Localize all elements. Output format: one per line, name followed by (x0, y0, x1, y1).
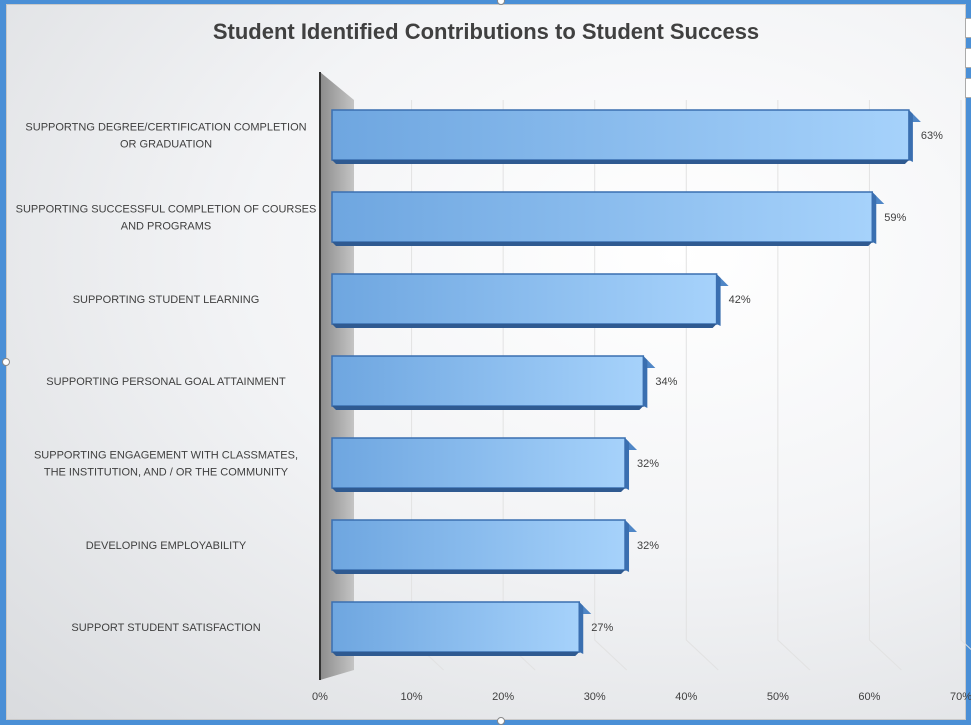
gridline (960, 100, 971, 651)
chart-styles-button[interactable] (965, 48, 971, 68)
bar-front-face (331, 437, 626, 489)
x-tick-label: 40% (675, 691, 697, 703)
chart-title: Student Identified Contributions to Stud… (212, 19, 760, 44)
bar[interactable] (331, 519, 638, 574)
bar-bottom-face (332, 160, 909, 164)
resize-handle-left[interactable] (2, 358, 10, 366)
data-label: 32% (637, 540, 659, 552)
x-tick-label: 50% (767, 691, 789, 703)
bar-end-face (579, 602, 584, 654)
bar[interactable] (331, 601, 592, 656)
bar[interactable] (331, 437, 638, 492)
bar-end-face (625, 520, 630, 572)
data-label: 59% (884, 212, 906, 224)
bar-front-face (331, 519, 626, 571)
category-label: SUPPORTING PERSONAL GOAL ATTAINMENT (46, 376, 286, 388)
x-tick-label: 70% (950, 691, 971, 703)
x-tick-label: 60% (858, 691, 880, 703)
category-label: SUPPORTNG DEGREE/CERTIFICATION COMPLETIO… (25, 122, 306, 134)
x-tick-label: 10% (401, 691, 423, 703)
bar[interactable] (331, 355, 656, 410)
category-label: SUPPORT STUDENT SATISFACTION (71, 622, 260, 634)
bar-front-face (331, 109, 910, 161)
x-tick-label: 30% (584, 691, 606, 703)
data-label: 34% (655, 376, 677, 388)
bar-front-face (331, 273, 718, 325)
bar-front-face (331, 191, 874, 243)
gridline (777, 100, 811, 671)
category-label: AND PROGRAMS (121, 221, 211, 233)
bar-bottom-face (332, 406, 644, 410)
category-label: OR GRADUATION (120, 139, 212, 151)
category-label: THE INSTITUTION, AND / OR THE COMMUNITY (44, 467, 289, 479)
category-label: SUPPORTING STUDENT LEARNING (73, 294, 260, 306)
bar-bottom-face (332, 324, 717, 328)
bar-end-face (872, 192, 877, 244)
data-label: 32% (637, 458, 659, 470)
category-label: DEVELOPING EMPLOYABILITY (86, 540, 247, 552)
x-tick-label: 0% (312, 691, 328, 703)
gridline (868, 100, 902, 671)
data-label: 63% (921, 130, 943, 142)
bar-bottom-face (332, 652, 580, 656)
bar-front-face (331, 355, 645, 407)
bar-end-face (908, 110, 913, 162)
x-tick-label: 20% (492, 691, 514, 703)
bar-end-face (716, 274, 721, 326)
bar[interactable] (331, 273, 729, 328)
category-label: SUPPORTING SUCCESSFUL COMPLETION OF COUR… (16, 204, 317, 216)
bar-bottom-face (332, 488, 626, 492)
bar-end-face (643, 356, 648, 408)
resize-handle-top[interactable] (497, 0, 505, 5)
chart-elements-button[interactable] (965, 18, 971, 38)
bar-end-face (625, 438, 630, 490)
data-label: 27% (591, 622, 613, 634)
bar-front-face (331, 601, 580, 653)
chart-filters-button[interactable] (965, 78, 971, 98)
data-label: 42% (729, 294, 751, 306)
gridline (685, 100, 719, 671)
bar[interactable] (331, 109, 921, 164)
bar-bottom-face (332, 570, 626, 574)
bar[interactable] (331, 191, 885, 246)
bar-bottom-face (332, 242, 873, 246)
category-label: SUPPORTING ENGAGEMENT WITH CLASSMATES, (34, 450, 298, 462)
